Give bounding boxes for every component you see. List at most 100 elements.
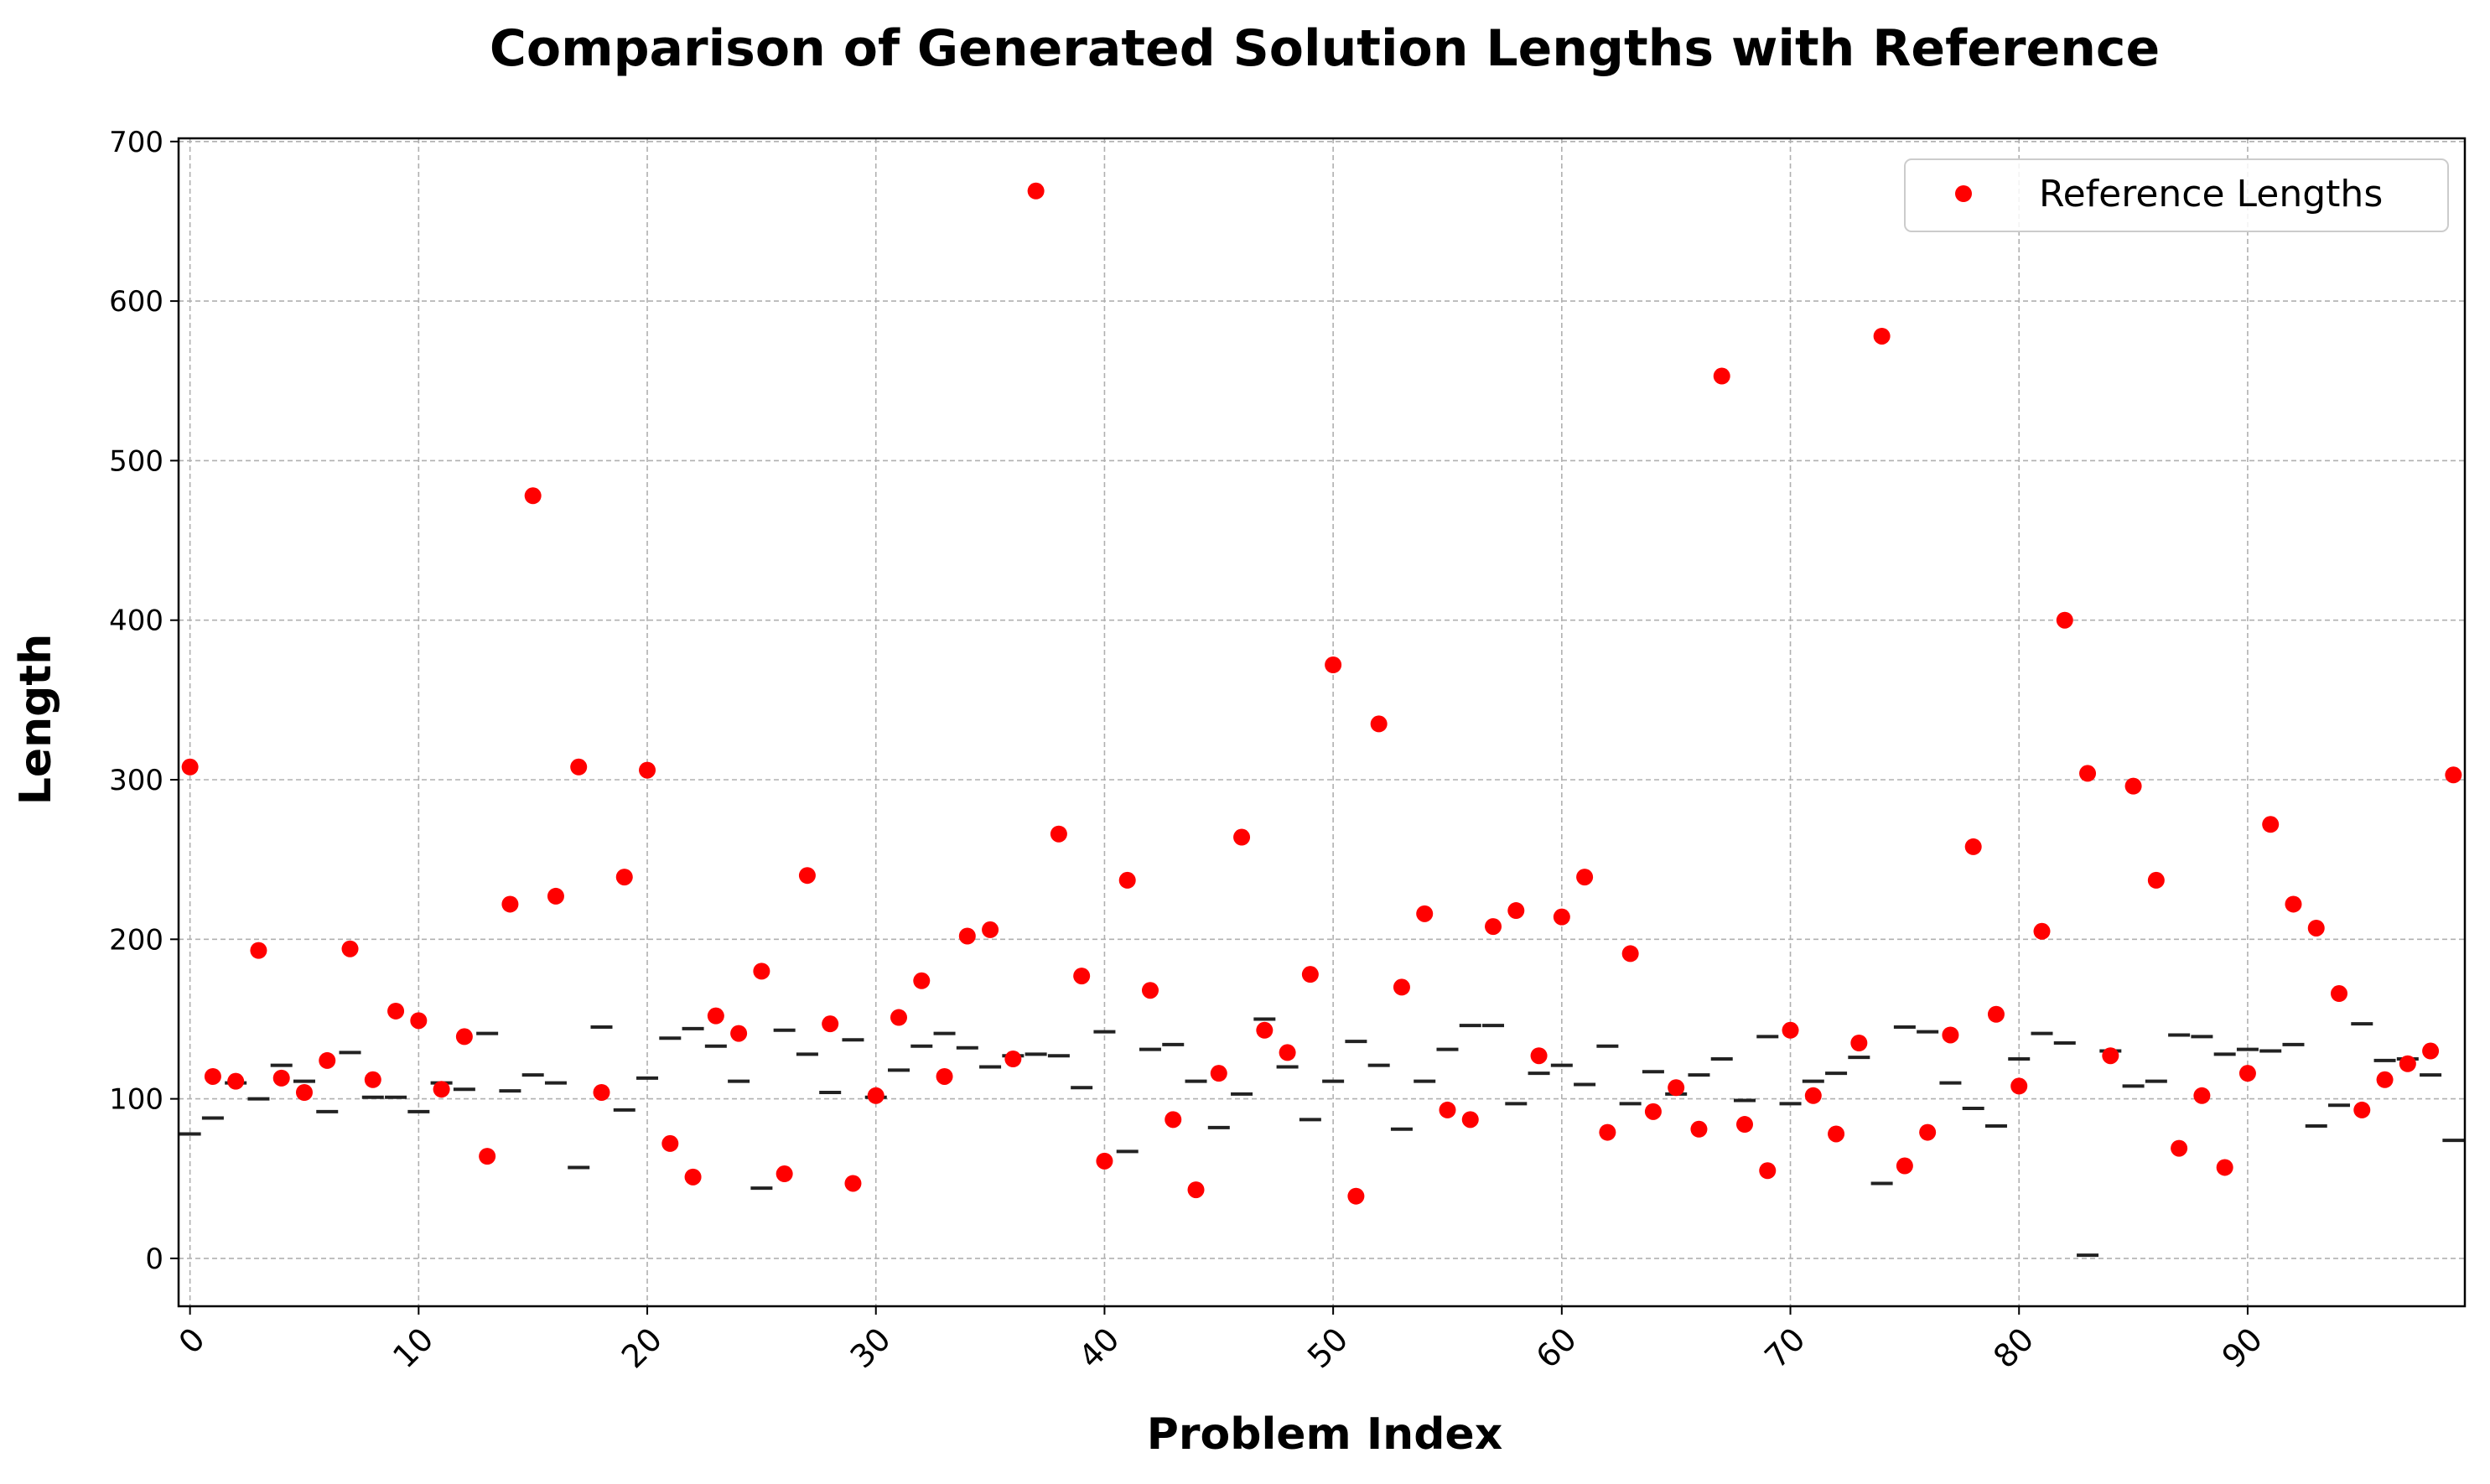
reference-length-point [1461,1111,1479,1129]
reference-length-point [319,1051,336,1069]
reference-length-point [1713,367,1730,385]
y-tick-label: 0 [145,1243,163,1276]
reference-length-point [958,927,976,945]
reference-length-point [593,1083,610,1101]
reference-length-point [2079,765,2097,782]
reference-length-point [1553,908,1570,926]
reference-length-point [1735,1116,1753,1134]
reference-length-point [2238,1065,2256,1082]
reference-length-point [1256,1021,1274,1039]
reference-length-point [1782,1021,1799,1039]
reference-length-point [227,1072,245,1090]
reference-length-point [1347,1187,1365,1205]
reference-length-point [2445,766,2462,784]
legend-label-reference: Reference Lengths [2039,173,2383,215]
reference-length-point [1393,978,1410,996]
reference-length-point [844,1175,862,1192]
reference-length-point [1301,966,1319,983]
reference-length-points [181,182,2462,1205]
reference-length-point [501,895,519,913]
reference-length-point [1896,1157,1913,1175]
legend-marker-reference [1955,185,1972,202]
legend-box [1904,158,2449,232]
y-axis-ticks: 0 100 200 300 400 500 600 700 [109,126,179,1276]
reference-length-point [455,1028,473,1046]
reference-length-point [1325,656,1342,673]
legend: Reference Lengths [1904,158,2449,232]
reference-length-point [1599,1123,1616,1141]
reference-length-point [295,1083,313,1101]
plot-area-frame [177,137,2467,1308]
reference-length-point [2171,1139,2188,1157]
reference-length-point [661,1134,679,1152]
y-tick-label: 300 [109,764,163,797]
gridlines [179,138,2465,1306]
reference-length-point [1644,1103,1662,1120]
reference-length-point [2422,1042,2440,1060]
reference-length-point [1987,1005,2005,1023]
reference-length-point [547,887,564,905]
reference-length-point [1690,1120,1708,1138]
reference-length-point [1439,1101,1456,1118]
reference-length-point [2193,1087,2211,1104]
reference-length-point [2331,985,2348,1003]
reference-length-point [2353,1101,2371,1118]
reference-length-point [2399,1055,2416,1072]
reference-length-point [387,1002,405,1020]
y-axis-label: Length [11,634,61,806]
reference-length-point [913,972,931,989]
reference-length-point [1507,902,1525,920]
generated-length-markers [179,1017,2465,1258]
reference-length-point [2124,777,2142,795]
reference-length-point [524,487,542,505]
reference-length-point [250,942,267,959]
reference-length-point [2262,816,2280,833]
reference-length-point [1576,869,1594,886]
reference-length-point [776,1165,793,1183]
reference-length-point [1621,945,1639,963]
reference-length-point [2010,1077,2028,1095]
reference-length-point [615,869,633,886]
reference-length-point [867,1087,884,1104]
reference-length-point [2376,1071,2394,1088]
reference-length-point [1668,1079,1685,1097]
reference-length-point [1485,918,1502,936]
y-tick-label: 700 [109,126,163,159]
reference-length-point [2216,1159,2233,1176]
y-tick-label: 500 [109,444,163,478]
reference-length-point [204,1067,221,1085]
chart-title: Comparison of Generated Solution Lengths… [490,19,2160,78]
y-tick-label: 100 [109,1083,163,1117]
reference-length-point [1919,1123,1937,1141]
reference-length-point [2285,895,2302,913]
reference-length-point [570,758,588,776]
reference-length-point [1233,828,1251,846]
reference-length-point [1210,1065,1227,1082]
reference-length-point [1873,327,1891,345]
reference-length-point [1942,1026,1959,1044]
reference-length-point [822,1015,839,1033]
reference-length-point [1073,968,1091,985]
reference-length-point [410,1012,428,1030]
x-axis-label: Problem Index [1147,1409,1502,1460]
reference-length-point [1370,715,1388,733]
reference-length-point [181,758,199,776]
y-tick-label: 200 [109,923,163,957]
reference-length-point [364,1071,381,1088]
reference-length-point [1804,1087,1822,1104]
reference-length-point [1187,1181,1205,1199]
reference-length-point [2307,919,2325,937]
reference-length-point [798,867,816,885]
reference-length-point [707,1007,724,1025]
reference-length-point [890,1009,908,1026]
y-tick-label: 600 [109,285,163,319]
reference-length-point [1530,1047,1548,1065]
reference-length-point [2033,922,2051,940]
reference-length-point [1828,1125,1845,1143]
reference-length-point [1759,1162,1777,1180]
reference-length-point [433,1081,450,1098]
reference-length-point [1027,182,1045,200]
reference-length-point [1004,1051,1022,1068]
reference-length-point [753,963,770,980]
